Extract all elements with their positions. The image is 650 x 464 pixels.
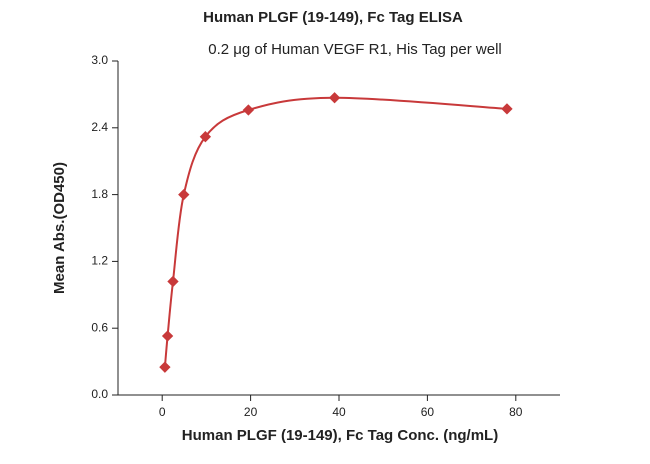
- data-point: [178, 188, 190, 201]
- x-tick-label: 20: [244, 405, 258, 419]
- data-point: [242, 104, 255, 116]
- y-tick-label: 2.4: [91, 120, 108, 134]
- chart-title: Human PLGF (19-149), Fc Tag ELISA: [203, 9, 463, 26]
- x-tick-label: 80: [509, 405, 523, 419]
- y-tick-label: 0.0: [91, 387, 108, 401]
- x-tick-label: 40: [332, 405, 346, 419]
- fit-curve: [163, 96, 508, 368]
- y-tick-label: 1.2: [91, 254, 108, 268]
- data-point: [159, 361, 171, 373]
- x-tick-label: 60: [421, 405, 435, 419]
- data-point: [501, 103, 513, 115]
- y-tick-label: 1.8: [91, 187, 108, 201]
- y-tick-label: 0.6: [91, 320, 108, 334]
- data-point: [161, 330, 174, 342]
- data-point: [199, 131, 212, 143]
- data-point: [167, 275, 179, 288]
- chart-subtitle: 0.2 μg of Human VEGF R1, His Tag per wel…: [208, 41, 502, 58]
- y-axis-label: Mean Abs.(OD450): [51, 162, 68, 294]
- data-point: [328, 92, 341, 104]
- x-axis-label: Human PLGF (19-149), Fc Tag Conc. (ng/mL…: [182, 427, 498, 444]
- x-tick-label: 0: [159, 405, 166, 419]
- y-tick-label: 3.0: [91, 53, 108, 67]
